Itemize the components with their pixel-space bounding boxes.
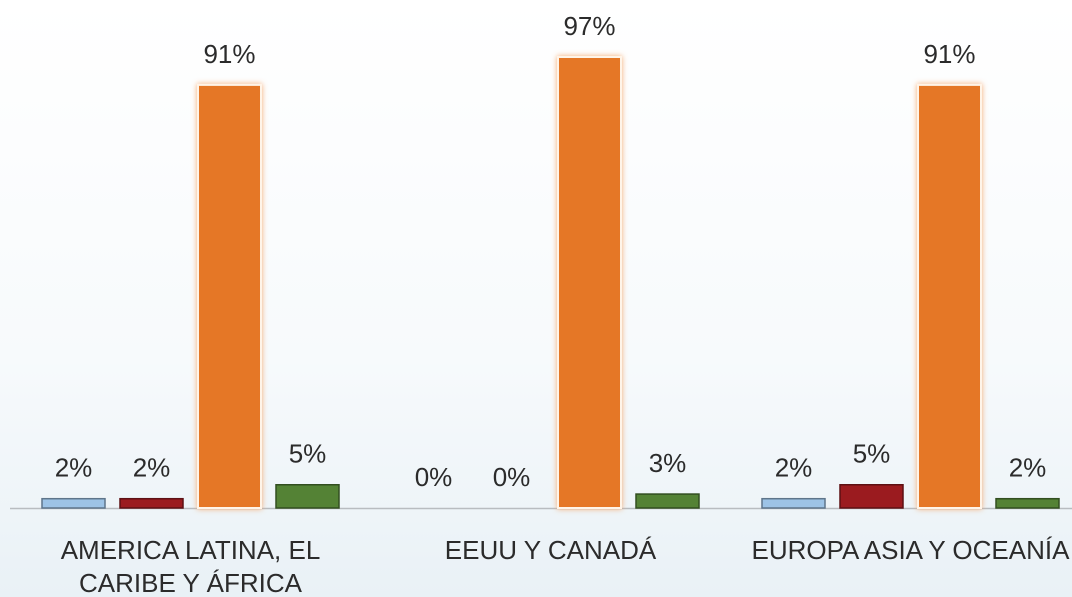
bar (197, 83, 262, 509)
bar (761, 497, 826, 509)
data-label: 5% (853, 439, 891, 469)
bar (839, 484, 904, 509)
bar (995, 497, 1060, 509)
data-label: 2% (1009, 453, 1047, 483)
data-label: 3% (649, 448, 687, 478)
data-label: 91% (923, 39, 975, 69)
bar (635, 493, 700, 509)
data-label: 2% (133, 453, 171, 483)
data-label: 2% (55, 453, 93, 483)
bar (275, 484, 340, 509)
data-label: 97% (563, 11, 615, 41)
bar (557, 56, 622, 509)
category-label: AMERICA LATINA, EL CARIBE Y ÁFRICA (60, 535, 321, 597)
category-label: EEUU Y CANADÁ (444, 535, 657, 565)
data-label: 2% (775, 453, 813, 483)
data-label: 0% (415, 462, 453, 492)
data-label: 0% (493, 462, 531, 492)
bar (119, 497, 184, 509)
bar (41, 497, 106, 509)
bar (917, 83, 982, 509)
category-label: EUROPA ASIA Y OCEANÍA (751, 535, 1070, 565)
data-label: 5% (289, 439, 327, 469)
data-label: 91% (203, 39, 255, 69)
